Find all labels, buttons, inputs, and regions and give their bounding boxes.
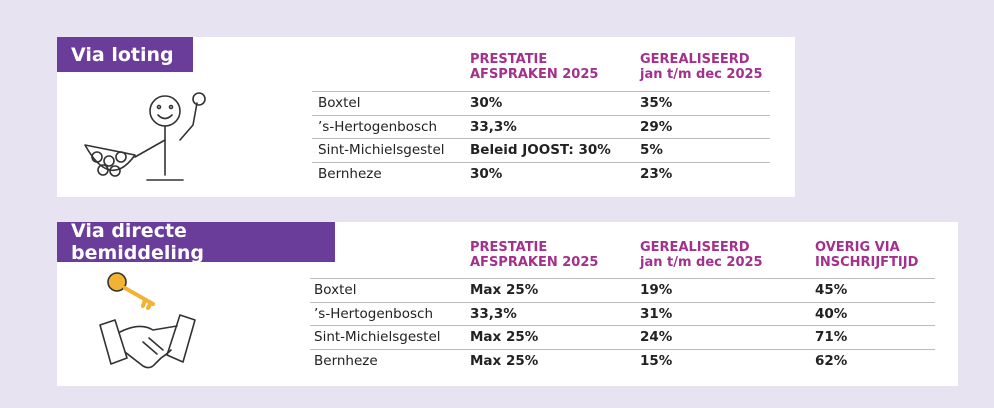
cell-value: Max 25% [470,282,539,298]
row-name: Sint-Michielsgestel [314,329,441,345]
cell-value: 30% [470,95,503,111]
row-name: Boxtel [314,282,357,298]
cell-value: Max 25% [470,352,539,369]
column-header: GEREALISEERD [640,240,750,255]
cell-value: 23% [640,165,673,182]
row-rule [312,138,770,139]
key-handshake-icon [99,272,196,369]
row-rule [310,325,935,326]
cell-value: 45% [815,282,848,298]
cell-value: 31% [640,305,673,322]
cell-value: 33,3% [470,118,517,135]
lottery-icon [84,92,206,181]
column-header: jan t/m dec 2025 [640,67,763,82]
cell-value: Max 25% [470,329,539,345]
cell-value: 71% [815,329,848,345]
cell-value: 19% [640,282,673,298]
cell-value: 33,3% [470,305,517,322]
row-name: ’s-Hertogenbosch [318,118,438,135]
column-header: AFSPRAKEN 2025 [470,67,599,82]
row-rule [312,161,770,163]
row-name: Bernheze [318,165,382,182]
section-title: Via loting [57,37,193,72]
section-title: Via directe bemiddeling [57,220,335,264]
row-rule [312,114,770,116]
column-header: jan t/m dec 2025 [640,255,763,270]
row-rule [310,301,935,303]
column-header: PRESTATIE [470,240,548,255]
row-name: Sint-Michielsgestel [318,142,445,158]
row-rule [310,348,935,350]
column-header: GEREALISEERD [640,52,750,67]
cell-value: 24% [640,329,673,345]
row-rule [310,278,935,279]
column-header: PRESTATIE [470,52,548,67]
cell-value: 29% [640,118,673,135]
cell-value: 62% [815,352,848,369]
row-name: Boxtel [318,95,361,111]
cell-value: 15% [640,352,673,369]
column-header: OVERIG VIA [815,240,900,255]
cell-value: 30% [470,165,503,182]
row-name: ’s-Hertogenbosch [314,305,434,322]
row-name: Bernheze [314,352,378,369]
cell-value: Beleid JOOST: 30% [470,142,611,158]
cell-value: 35% [640,95,673,111]
cell-value: 40% [815,305,848,322]
cell-value: 5% [640,142,663,158]
column-header: INSCHRIJFTIJD [815,255,919,270]
row-rule [312,91,770,92]
column-header: AFSPRAKEN 2025 [470,255,599,270]
